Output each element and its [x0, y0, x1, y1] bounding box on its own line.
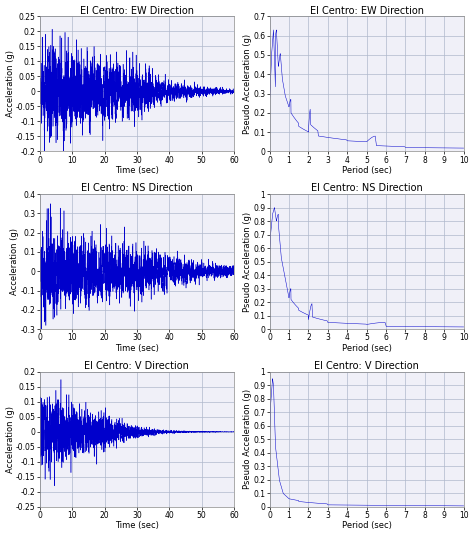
Y-axis label: Acceleration (g): Acceleration (g) [6, 50, 15, 117]
Y-axis label: Pseudo Acceleration (g): Pseudo Acceleration (g) [243, 389, 252, 489]
X-axis label: Time (sec): Time (sec) [115, 344, 159, 353]
Y-axis label: Acceleration (g): Acceleration (g) [6, 406, 15, 473]
Title: El Centro: V Direction: El Centro: V Direction [314, 361, 419, 371]
Y-axis label: Acceleration (g): Acceleration (g) [10, 228, 19, 295]
X-axis label: Period (sec): Period (sec) [342, 166, 392, 175]
Title: El Centro: EW Direction: El Centro: EW Direction [310, 5, 424, 16]
X-axis label: Time (sec): Time (sec) [115, 166, 159, 175]
Y-axis label: Pseudo Acceleration (g): Pseudo Acceleration (g) [243, 34, 252, 134]
Title: El Centro: EW Direction: El Centro: EW Direction [80, 5, 194, 16]
Title: El Centro: V Direction: El Centro: V Direction [84, 361, 189, 371]
Title: El Centro: NS Direction: El Centro: NS Direction [311, 183, 422, 193]
X-axis label: Period (sec): Period (sec) [342, 344, 392, 353]
X-axis label: Time (sec): Time (sec) [115, 522, 159, 531]
Y-axis label: Pseudo Acceleration (g): Pseudo Acceleration (g) [243, 212, 252, 311]
X-axis label: Period (sec): Period (sec) [342, 522, 392, 531]
Title: El Centro: NS Direction: El Centro: NS Direction [81, 183, 193, 193]
